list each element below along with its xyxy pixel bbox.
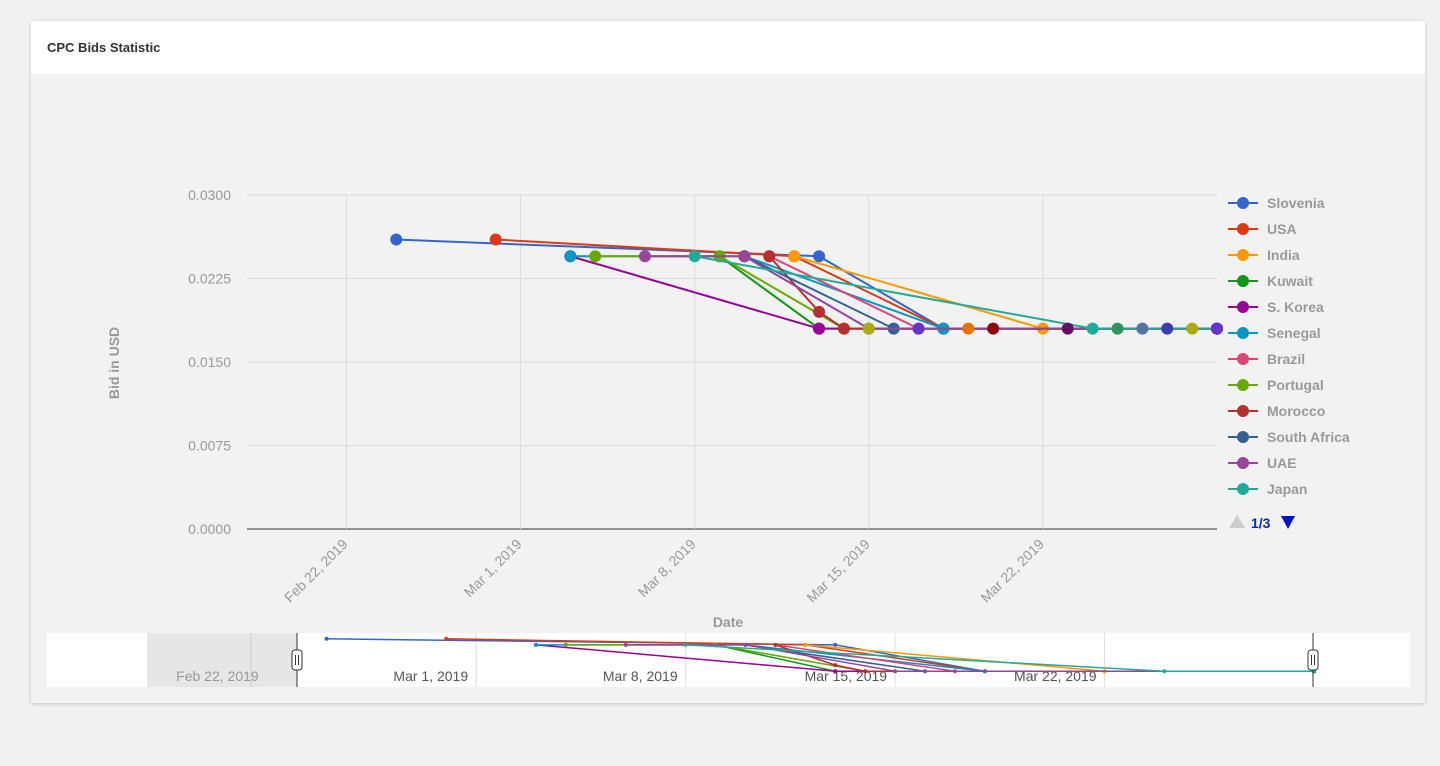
legend-item-label[interactable]: Kuwait [1267, 273, 1313, 289]
range-series-point [833, 642, 838, 647]
series-point[interactable] [763, 250, 776, 263]
series-line [595, 255, 1217, 330]
series-line [793, 255, 1217, 330]
series-point[interactable] [1161, 322, 1174, 335]
range-series-point [833, 663, 838, 668]
legend-item-label[interactable]: UAE [1267, 455, 1297, 471]
legend-item-label[interactable]: USA [1267, 221, 1297, 237]
range-series-point [1162, 669, 1167, 674]
range-tick-label: Mar 1, 2019 [393, 668, 468, 684]
legend-swatch-dot [1237, 275, 1249, 287]
series-point[interactable] [738, 250, 751, 263]
x-tick-label: Mar 1, 2019 [461, 536, 525, 600]
range-tick-label: Feb 22, 2019 [176, 668, 259, 684]
y-tick-label: 0.0150 [188, 354, 231, 370]
legend-swatch-dot [1237, 431, 1249, 443]
chart-card: CPC Bids Statistic 0.0300 0.0225 0.0150 0.0… [31, 21, 1425, 703]
series-line [495, 238, 1217, 330]
legend-page-counter: 1/3 [1251, 515, 1271, 531]
range-series-point [444, 636, 449, 641]
range-series-point [773, 642, 778, 647]
legend-item-label[interactable]: Morocco [1267, 403, 1325, 419]
range-series-point [563, 642, 568, 647]
series-line [396, 238, 1217, 330]
series-point[interactable] [390, 233, 403, 246]
range-series-point [833, 669, 838, 674]
series-line [718, 255, 1217, 330]
x-tick-label: Feb 22, 2019 [281, 536, 351, 606]
series-point[interactable] [564, 250, 577, 263]
x-axis-title: Date [713, 614, 744, 630]
y-tick-label: 0.0000 [188, 521, 231, 537]
legend-item-label[interactable]: Japan [1267, 481, 1307, 497]
series-point[interactable] [1086, 322, 1099, 335]
y-axis-title: Bid in USD [106, 327, 122, 399]
series-point[interactable] [688, 250, 701, 263]
series-point[interactable] [962, 322, 975, 335]
legend-swatch-dot [1237, 379, 1249, 391]
series-point[interactable] [813, 250, 826, 263]
series-point[interactable] [589, 250, 602, 263]
series-point[interactable] [912, 322, 925, 335]
series-point[interactable] [813, 322, 826, 335]
range-unselected-left [147, 633, 297, 687]
series-point[interactable] [1136, 322, 1149, 335]
legend-swatch-dot [1237, 327, 1249, 339]
series-point[interactable] [788, 250, 801, 263]
range-handle-right[interactable] [1307, 649, 1319, 671]
legend-item-label[interactable]: Senegal [1267, 325, 1321, 341]
range-tick-label: Mar 15, 2019 [805, 668, 888, 684]
series-point[interactable] [813, 305, 826, 318]
y-tick-label: 0.0225 [188, 271, 231, 287]
range-series-point [534, 642, 538, 647]
range-handle-left[interactable] [291, 649, 303, 671]
legend-swatch-dot [1237, 301, 1249, 313]
series-line [644, 255, 1217, 330]
legend-prev-icon[interactable] [1229, 515, 1245, 528]
legend-item-label[interactable]: S. Korea [1267, 299, 1324, 315]
range-series-point [623, 642, 628, 647]
legend-swatch-dot [1237, 197, 1249, 209]
legend-next-icon[interactable] [1281, 516, 1295, 529]
series-point[interactable] [1111, 322, 1124, 335]
series-point[interactable] [1186, 322, 1199, 335]
legend-item-label[interactable]: India [1267, 247, 1300, 263]
range-series-point [743, 642, 748, 647]
series-point[interactable] [489, 233, 502, 246]
series-point[interactable] [1211, 322, 1223, 335]
legend-swatch-dot [1237, 457, 1249, 469]
card-title: CPC Bids Statistic [47, 40, 161, 55]
legend-item-label[interactable]: Brazil [1267, 351, 1305, 367]
y-tick-label: 0.0075 [188, 438, 231, 454]
range-tick-label: Mar 8, 2019 [603, 668, 678, 684]
line-chart: 0.0300 0.0225 0.0150 0.0075 0.0000 Feb 22, 20… [47, 187, 1410, 687]
legend-swatch-dot [1237, 249, 1249, 261]
range-series-point [803, 642, 808, 647]
series-point[interactable] [862, 322, 875, 335]
legend-swatch-dot [1237, 223, 1249, 235]
legend-item-label[interactable]: Portugal [1267, 377, 1324, 393]
legend-item-label[interactable]: South Africa [1267, 429, 1350, 445]
range-series-point [324, 636, 329, 641]
series-point[interactable] [987, 322, 1000, 335]
y-tick-label: 0.0300 [188, 187, 231, 203]
legend-item-label[interactable]: Slovenia [1267, 195, 1325, 211]
legend-swatch-dot [1237, 405, 1249, 417]
range-tick-label: Mar 22, 2019 [1014, 668, 1097, 684]
series-point[interactable] [837, 322, 850, 335]
x-tick-label: Mar 15, 2019 [803, 536, 873, 606]
range-series-point [893, 669, 898, 674]
x-tick-label: Mar 22, 2019 [977, 536, 1047, 606]
x-tick-label: Mar 8, 2019 [635, 536, 699, 600]
range-series-point [863, 669, 868, 674]
series-point[interactable] [638, 250, 651, 263]
legend-swatch-dot [1237, 353, 1249, 365]
card-header: CPC Bids Statistic [31, 21, 1425, 74]
range-series-point [683, 642, 688, 647]
series-point[interactable] [1061, 322, 1074, 335]
legend-swatch-dot [1237, 483, 1249, 495]
